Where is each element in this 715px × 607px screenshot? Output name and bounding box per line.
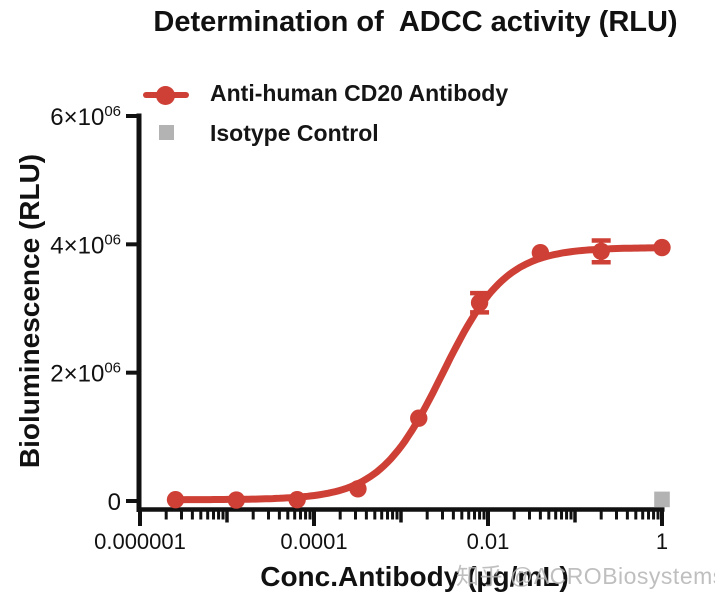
- x-axis-ticks: 0.000001 0.0001 0.01 1: [94, 509, 668, 554]
- gray-square-marker-icon: [159, 125, 174, 140]
- legend-item-isotype: Isotype Control: [143, 119, 379, 147]
- svg-text:1: 1: [656, 529, 668, 554]
- svg-text:0: 0: [108, 489, 121, 516]
- red-circle-marker-icon: [156, 85, 175, 105]
- svg-text:4×1006: 4×1006: [50, 231, 121, 259]
- svg-text:0.0001: 0.0001: [280, 529, 347, 554]
- svg-text:0.000001: 0.000001: [94, 529, 186, 554]
- legend-label-antibody: Anti-human CD20 Antibody: [210, 80, 509, 106]
- svg-text:2×1006: 2×1006: [50, 360, 121, 388]
- series-0-circle: [166, 238, 671, 509]
- chart-title: Determination of ADCC activity (RLU): [153, 6, 678, 38]
- legend-item-antibody: Anti-human CD20 Antibody: [143, 79, 508, 107]
- watermark: 知乎 @ACROBiosystems: [456, 563, 715, 589]
- red-line-circle-marker-icon: [143, 85, 189, 105]
- y-axis-ticks: 0 2×1006 4×1006 6×1006: [50, 103, 139, 516]
- x-axis-title: Conc.Antibody (µg/mL): [260, 561, 569, 592]
- legend-label-isotype: Isotype Control: [210, 120, 379, 146]
- y-axis-title: Bioluminescence (RLU): [14, 153, 45, 469]
- svg-text:6×1006: 6×1006: [50, 103, 121, 131]
- svg-text:0.01: 0.01: [467, 529, 510, 554]
- series-1-square: [654, 491, 670, 508]
